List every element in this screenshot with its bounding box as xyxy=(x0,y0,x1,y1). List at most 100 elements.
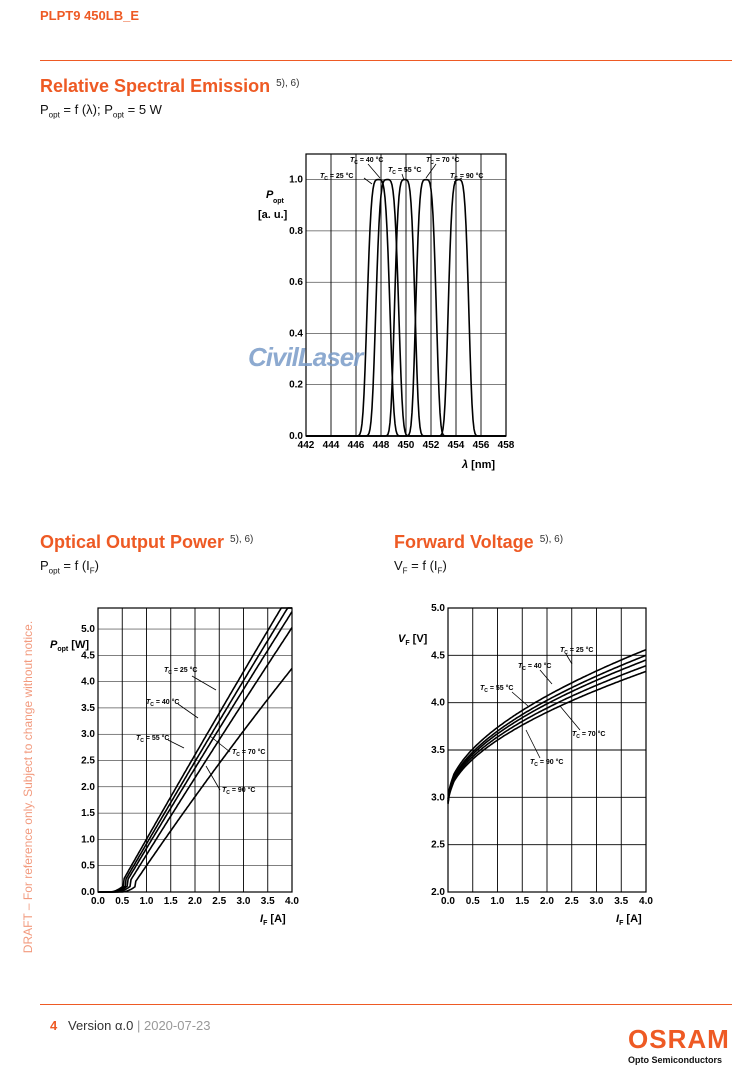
logo-subtitle: Opto Semiconductors xyxy=(628,1055,723,1065)
series-line-1 xyxy=(98,607,292,893)
spectral-xlabel: λ [nm] xyxy=(461,459,495,471)
x-tick-label: 446 xyxy=(348,440,365,451)
x-tick-label: 450 xyxy=(398,440,415,451)
leader-line-2 xyxy=(367,163,381,179)
x-tick-label: 0.0 xyxy=(441,896,455,907)
leader-line-5 xyxy=(453,177,463,183)
formula-power: Popt = f (IF) xyxy=(40,558,100,576)
x-tick-label: 1.5 xyxy=(515,896,529,907)
y-tick-label: 1.5 xyxy=(81,808,95,819)
y-tick-label: 4.5 xyxy=(81,650,95,661)
leader-line-4 xyxy=(559,705,581,731)
x-tick-label: 3.5 xyxy=(614,896,628,907)
footer-rule xyxy=(40,1004,732,1005)
version-info: Version α.0 | 2020-07-23 xyxy=(68,1018,211,1033)
y-tick-label: 5.0 xyxy=(431,603,445,614)
leader-line-5 xyxy=(525,729,541,759)
optical-power-chart: 0.0 0.5 1.0 1.5 2.0 2.5 3.0 3.5 4.0 0.0 0.5 1.0 1.5 2… xyxy=(50,607,299,927)
x-tick-label: 1.0 xyxy=(491,896,505,907)
y-tick-label: 0.0 xyxy=(289,431,303,442)
page-number: 4 xyxy=(50,1018,58,1033)
leader-line-3 xyxy=(401,173,405,181)
formula-spectral: Popt = f (λ); Popt = 5 W xyxy=(40,102,162,120)
y-tick-label: 3.5 xyxy=(81,703,95,714)
x-tick-label: 3.5 xyxy=(261,896,275,907)
section-title-voltage: Forward Voltage 5), 6) xyxy=(394,532,564,552)
series-label-2: TC = 40 °C xyxy=(350,156,383,166)
header-rule xyxy=(40,60,732,61)
watermark-logo: CivilLaser xyxy=(248,342,363,372)
x-tick-label: 442 xyxy=(298,440,315,451)
x-tick-label: 3.0 xyxy=(590,896,604,907)
x-tick-label: 2.5 xyxy=(565,896,579,907)
leader-line-2 xyxy=(539,669,553,685)
x-tick-label: 4.0 xyxy=(285,896,299,907)
series-label-4: TC = 70 °C xyxy=(426,156,459,166)
x-tick-label: 448 xyxy=(373,440,390,451)
x-tick-label: 4.0 xyxy=(639,896,653,907)
x-tick-label: 0.5 xyxy=(115,896,129,907)
series-label-2: TC = 40 °C xyxy=(146,698,179,708)
leader-line-4 xyxy=(209,735,231,753)
x-tick-label: 2.0 xyxy=(540,896,554,907)
series-label-3: TC = 55 °C xyxy=(136,734,169,744)
y-tick-label: 0.2 xyxy=(289,380,303,391)
leader-line-1 xyxy=(565,653,573,665)
y-tick-label: 5.0 xyxy=(81,624,95,635)
series-line-5 xyxy=(306,178,506,437)
y-tick-label: 0.8 xyxy=(289,226,303,237)
y-tick-label: 2.5 xyxy=(431,840,445,851)
series-line-5 xyxy=(98,667,293,893)
series-label-1: TC = 25 °C xyxy=(320,172,353,182)
formula-voltage: VF = f (IF) xyxy=(394,558,447,576)
series-line-1 xyxy=(447,648,647,800)
draft-note: DRAFT – For reference only. Subject to c… xyxy=(21,620,35,954)
power-plot-frame xyxy=(97,607,293,893)
series-label-5: TC = 90 °C xyxy=(530,758,563,768)
voltage-ylabel: VF [V] xyxy=(398,633,428,647)
series-label-3: TC = 55 °C xyxy=(388,166,421,176)
y-tick-label: 4.0 xyxy=(81,677,95,688)
x-tick-label: 3.0 xyxy=(237,896,251,907)
series-label-5: TC = 90 °C xyxy=(450,172,483,182)
leader-line-5 xyxy=(205,765,221,791)
x-tick-label: 444 xyxy=(323,440,340,451)
y-tick-label: 2.0 xyxy=(81,782,95,793)
x-tick-label: 2.5 xyxy=(212,896,226,907)
x-tick-label: 456 xyxy=(473,440,490,451)
y-tick-label: 4.0 xyxy=(431,698,445,709)
y-tick-label: 3.0 xyxy=(81,729,95,740)
series-line-4 xyxy=(447,664,647,804)
voltage-xlabel: IF [A] xyxy=(616,913,642,927)
series-label-5: TC = 90 °C xyxy=(222,786,255,796)
leader-line-1 xyxy=(191,675,217,691)
series-label-2: TC = 40 °C xyxy=(518,662,551,672)
y-tick-label: 0.6 xyxy=(289,277,303,288)
leader-line-3 xyxy=(167,739,185,749)
power-ylabel: Popt [W] xyxy=(50,639,89,653)
y-tick-label: 2.5 xyxy=(81,756,95,767)
document-id: PLPT9 450LB_E xyxy=(40,8,139,23)
voltage-plot-frame xyxy=(447,607,647,893)
section-title-spectral: Relative Spectral Emission 5), 6) xyxy=(40,76,300,96)
x-tick-label: 452 xyxy=(423,440,440,451)
forward-voltage-chart: 0.0 0.5 1.0 1.5 2.0 2.5 3.0 3.5 4.0 2.0 2.5 3.0 3.5 4… xyxy=(398,603,653,927)
series-line-2 xyxy=(447,654,647,802)
y-tick-label: 0.4 xyxy=(289,328,303,339)
series-label-4: TC = 70 °C xyxy=(572,730,605,740)
y-tick-label: 0.5 xyxy=(81,861,95,872)
series-line-2 xyxy=(98,607,292,893)
x-tick-label: 0.0 xyxy=(91,896,105,907)
x-tick-label: 0.5 xyxy=(466,896,480,907)
x-tick-label: 1.5 xyxy=(164,896,178,907)
y-tick-label: 0.0 xyxy=(81,887,95,898)
series-label-1: TC = 25 °C xyxy=(560,646,593,656)
leader-line-3 xyxy=(511,691,529,707)
spectral-ylabel-sub: opt xyxy=(273,198,285,205)
series-label-1: TC = 25 °C xyxy=(164,666,197,676)
y-tick-label: 1.0 xyxy=(289,175,303,186)
osram-logo: OSRAM xyxy=(628,1024,730,1054)
leader-line-2 xyxy=(177,703,199,719)
y-tick-label: 4.5 xyxy=(431,650,445,661)
x-tick-label: 454 xyxy=(448,440,465,451)
